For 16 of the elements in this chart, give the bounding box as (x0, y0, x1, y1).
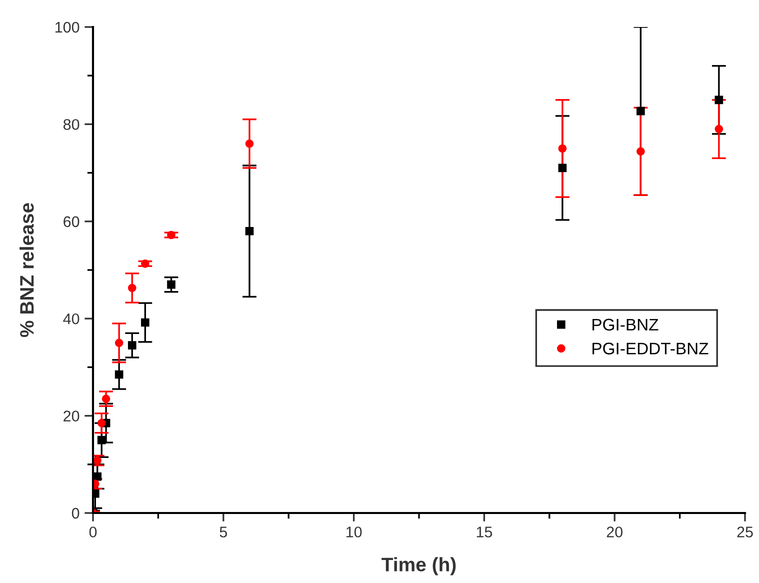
y-tick-label: 100 (55, 22, 80, 33)
y-tick-label: 80 (63, 119, 80, 130)
y-axis-title: % BNZ release (20, 203, 34, 338)
x-tick-label: 0 (89, 526, 97, 538)
y-tick-label: 20 (64, 410, 80, 422)
x-tick-label: 5 (220, 526, 228, 538)
legend-label: PGI-EDDT-BNZ (592, 342, 708, 354)
x-tick-label: 20 (606, 526, 622, 538)
x-tick-label: 10 (346, 526, 362, 538)
y-tick-label: 40 (63, 313, 80, 324)
x-axis-title: Time (h) (382, 557, 456, 576)
y-tick-label: 60 (64, 216, 80, 228)
y-tick-label: 0 (72, 508, 80, 519)
x-tick-label: 25 (737, 526, 753, 538)
x-tick-label: 15 (476, 526, 492, 538)
legend-label: PGI-BNZ (592, 318, 658, 331)
